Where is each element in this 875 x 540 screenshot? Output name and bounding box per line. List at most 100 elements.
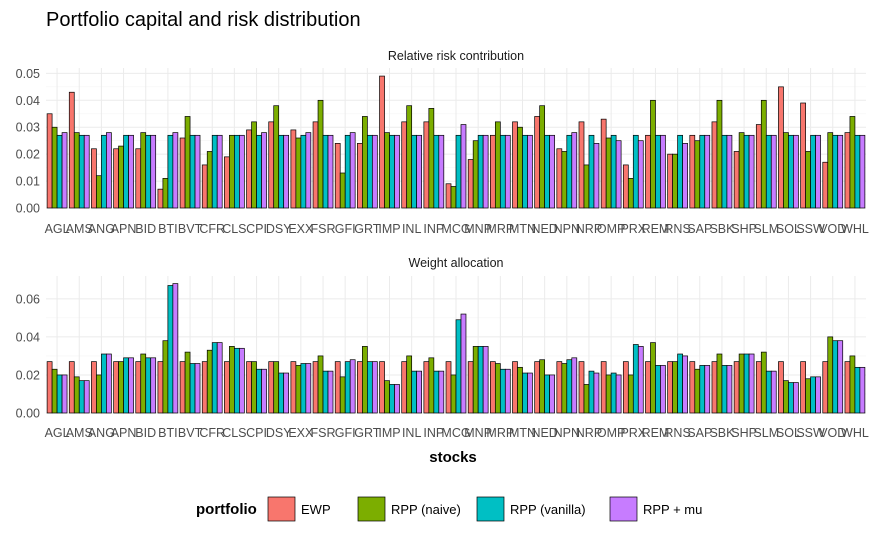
bar-rpp-naive--ned xyxy=(539,359,545,414)
x-tick-label: RNS xyxy=(664,426,690,440)
bar-ewp-mnp xyxy=(467,361,474,414)
bar-ewp-slm xyxy=(755,361,762,414)
bar-rpp-vanilla--omp xyxy=(610,372,617,414)
bar-rpp-vanilla--ned xyxy=(544,374,550,414)
bar-rpp-naive--whl xyxy=(849,116,856,209)
bar-rpp-mu-sbk xyxy=(726,365,733,414)
bar-rpp-naive--apn xyxy=(118,145,124,209)
bar-rpp-mu-mcg xyxy=(460,124,467,209)
bar-ewp-sap xyxy=(689,361,696,414)
x-tick-label: GFI xyxy=(335,426,356,440)
bar-rpp-naive--cls xyxy=(229,346,235,414)
bar-rpp-naive--bti xyxy=(162,340,169,414)
bar-rpp-mu-mnp xyxy=(482,134,489,209)
bar-rpp-naive--agl xyxy=(51,126,58,209)
bar-rpp-vanilla--bti xyxy=(167,134,174,209)
panels: Relative risk contribution 0.00 0.01 0.02 0.… xyxy=(16,49,869,440)
bar-rpp-mu-imp xyxy=(394,134,400,209)
bar-ewp-gfi xyxy=(334,143,341,209)
bar-rpp-naive--agl xyxy=(51,368,58,414)
bar-rpp-naive--grt xyxy=(362,346,368,414)
x-tick-label: NRP xyxy=(576,222,602,236)
bar-ewp-mrp xyxy=(490,134,496,209)
bar-rpp-mu-shp xyxy=(748,134,755,209)
x-tick-label: FSR xyxy=(311,426,336,440)
bar-rpp-mu-dsy xyxy=(283,134,290,209)
bar-ewp-cfr xyxy=(201,361,208,414)
bar-rpp-mu-nrp xyxy=(593,143,600,209)
bar-rpp-vanilla--bti xyxy=(167,285,174,414)
x-tick-label: NED xyxy=(531,222,557,236)
bar-rpp-vanilla--sbk xyxy=(721,365,728,414)
legend-swatch xyxy=(476,496,505,522)
x-tick-label: IMP xyxy=(378,426,400,440)
bar-rpp-naive--sap xyxy=(694,140,701,209)
bar-rpp-naive--cls xyxy=(229,134,235,209)
bar-ewp-bid xyxy=(135,361,142,414)
x-tick-label: SAP xyxy=(687,222,712,236)
bar-rpp-naive--rns xyxy=(672,361,678,414)
bar-rpp-naive--bti xyxy=(162,178,169,209)
bar-rpp-mu-agl xyxy=(61,132,68,209)
y-tick-label: 0.00 xyxy=(16,202,40,216)
bar-rpp-mu-sap xyxy=(704,365,711,414)
bar-rpp-naive--omp xyxy=(605,374,612,414)
bar-rpp-naive--shp xyxy=(738,132,745,209)
bar-rpp-mu-imp xyxy=(394,384,400,414)
bar-rpp-naive--exx xyxy=(295,365,302,414)
bar-rpp-vanilla--omp xyxy=(610,134,617,209)
bar-rpp-vanilla--cls xyxy=(234,134,240,209)
bar-ewp-dsy xyxy=(268,361,275,414)
x-tick-label: INL xyxy=(402,426,422,440)
x-tick-label: MRP xyxy=(486,426,514,440)
bar-rpp-mu-cpi xyxy=(261,368,267,414)
x-tick-label: NED xyxy=(531,426,557,440)
bar-ewp-apn xyxy=(113,361,119,414)
bar-rpp-mu-mtn xyxy=(527,134,533,209)
bar-rpp-mu-bid xyxy=(150,134,157,209)
bar-ewp-prx xyxy=(622,164,629,209)
bar-rpp-mu-whl xyxy=(859,134,866,209)
bar-rpp-vanilla--bid xyxy=(145,134,152,209)
bar-rpp-mu-ang xyxy=(106,132,112,209)
legend-item: RPP (vanilla) xyxy=(476,496,586,522)
bar-rpp-vanilla--cfr xyxy=(211,134,218,209)
bar-rpp-vanilla--sol xyxy=(788,382,794,414)
x-tick-label: APN xyxy=(111,426,137,440)
bar-rpp-mu-rem xyxy=(660,365,666,414)
bar-rpp-naive--cpi xyxy=(251,121,257,209)
x-tick-label: SOL xyxy=(776,426,801,440)
bar-rpp-mu-sap xyxy=(704,134,711,209)
bar-rpp-mu-bti xyxy=(172,132,179,209)
bar-ewp-mrp xyxy=(490,361,496,414)
legend-label: RPP + mu xyxy=(643,502,702,517)
bar-rpp-vanilla--prx xyxy=(632,344,639,414)
legend: portfolio EWP RPP (naive) RPP (vanilla) RPP… xyxy=(196,496,702,522)
bar-rpp-vanilla--nrp xyxy=(588,134,595,209)
bar-rpp-vanilla--inp xyxy=(433,370,440,414)
bar-rpp-naive--gfi xyxy=(339,376,346,414)
bar-rpp-vanilla--apn xyxy=(123,357,129,414)
bar-ewp-sbk xyxy=(711,121,718,209)
x-tick-label: BID xyxy=(135,426,156,440)
panel-1: Weight allocation0.000.020.040.06AGLAMSA… xyxy=(16,256,869,440)
bar-rpp-vanilla--bvt xyxy=(189,134,196,209)
x-tick-label: MCG xyxy=(441,222,470,236)
bar-rpp-naive--imp xyxy=(384,380,390,414)
x-tick-label: SHP xyxy=(731,426,757,440)
x-tick-label: MCG xyxy=(441,426,470,440)
bar-rpp-vanilla--rns xyxy=(677,134,683,209)
bar-ewp-cls xyxy=(224,361,230,414)
bar-rpp-naive--mnp xyxy=(472,346,479,414)
bar-ewp-slm xyxy=(755,124,762,209)
bar-rpp-mu-apn xyxy=(128,357,134,414)
x-tick-label: CFR xyxy=(199,426,225,440)
bar-rpp-naive--vod xyxy=(827,336,834,414)
bar-ewp-ssw xyxy=(800,102,806,209)
x-tick-label: INL xyxy=(402,222,422,236)
bar-ewp-ned xyxy=(534,361,541,414)
bar-rpp-naive--vod xyxy=(827,132,834,209)
bar-rpp-mu-mrp xyxy=(504,134,511,209)
x-tick-label: VOD xyxy=(819,222,846,236)
y-tick-label: 0.03 xyxy=(16,121,40,135)
